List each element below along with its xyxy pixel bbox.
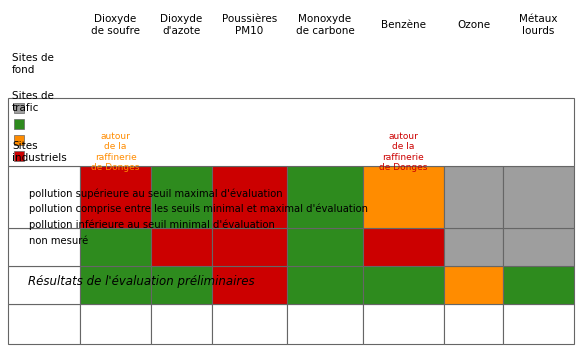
Bar: [8, 304, 80, 344]
Bar: [363, 166, 444, 228]
Bar: [363, 304, 444, 344]
Text: Ozone: Ozone: [457, 20, 490, 30]
Bar: [212, 166, 288, 228]
Bar: [151, 266, 212, 304]
Bar: [503, 228, 574, 266]
Text: pollution supérieure au seuil maximal d'évaluation: pollution supérieure au seuil maximal d'…: [29, 188, 283, 199]
Bar: [444, 166, 503, 228]
Text: autour
de la
raffinerie
de Donges: autour de la raffinerie de Donges: [91, 132, 140, 172]
Text: autour
de la
raffinerie
de Donges: autour de la raffinerie de Donges: [379, 132, 428, 172]
Text: non mesuré: non mesuré: [29, 236, 88, 246]
Bar: [8, 166, 80, 228]
Bar: [444, 304, 503, 344]
Text: Sites de
fond: Sites de fond: [12, 53, 54, 75]
Text: Sites
industriels: Sites industriels: [12, 141, 67, 163]
Text: Poussières
PM10: Poussières PM10: [222, 14, 277, 36]
Text: pollution comprise entre les seuils minimal et maximal d'évaluation: pollution comprise entre les seuils mini…: [29, 204, 368, 214]
Text: pollution inférieure au seuil minimal d'évaluation: pollution inférieure au seuil minimal d'…: [29, 220, 275, 230]
Bar: [212, 304, 288, 344]
Bar: [80, 166, 151, 228]
Text: Dioxyde
d'azote: Dioxyde d'azote: [161, 14, 203, 36]
Bar: [80, 304, 151, 344]
Bar: [288, 304, 363, 344]
Bar: [503, 166, 574, 228]
Bar: [8, 266, 80, 304]
Bar: [14, 103, 24, 113]
Bar: [80, 228, 151, 266]
Bar: [444, 266, 503, 304]
Bar: [212, 266, 288, 304]
Text: Monoxyde
de carbone: Monoxyde de carbone: [296, 14, 354, 36]
Bar: [288, 166, 363, 228]
Bar: [363, 266, 444, 304]
Bar: [444, 228, 503, 266]
Bar: [288, 228, 363, 266]
Bar: [14, 151, 24, 161]
Bar: [151, 304, 212, 344]
Text: Benzène: Benzène: [381, 20, 426, 30]
Text: Sites de
trafic: Sites de trafic: [12, 91, 54, 113]
Text: Dioxyde
de soufre: Dioxyde de soufre: [91, 14, 140, 36]
Bar: [14, 119, 24, 129]
Bar: [8, 228, 80, 266]
Text: Métaux
lourds: Métaux lourds: [519, 14, 558, 36]
Bar: [8, 98, 574, 166]
Bar: [363, 228, 444, 266]
Text: Résultats de l'évaluation préliminaires: Résultats de l'évaluation préliminaires: [28, 275, 255, 288]
Bar: [151, 166, 212, 228]
Bar: [288, 266, 363, 304]
Bar: [503, 266, 574, 304]
Bar: [14, 135, 24, 145]
Bar: [151, 228, 212, 266]
Bar: [80, 266, 151, 304]
Bar: [212, 228, 288, 266]
Bar: [503, 304, 574, 344]
